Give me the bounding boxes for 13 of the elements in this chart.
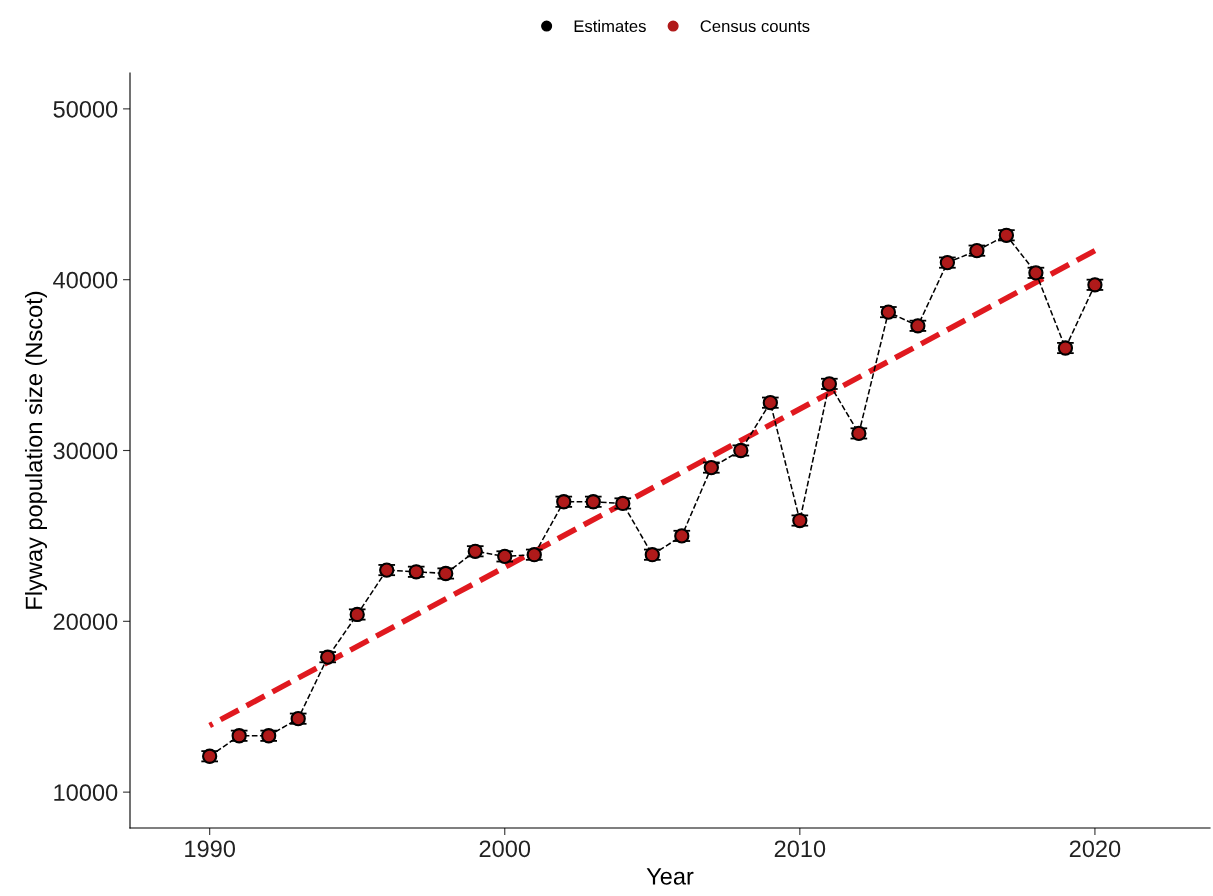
x-tick-label: 2020 — [1069, 840, 1121, 858]
legend-label: Estimates — [574, 19, 646, 33]
y-tick-label: 30000 — [53, 442, 118, 460]
x-tick-label: 1990 — [185, 840, 236, 858]
y-tick-label: 50000 — [53, 100, 118, 118]
y-axis-title: Flyway population size (Nscot) — [24, 291, 47, 609]
x-tick-label: 2010 — [774, 840, 826, 858]
x-tick-label: 2000 — [479, 840, 531, 858]
x-axis-title: Year — [646, 868, 694, 885]
y-tick-label: 40000 — [53, 271, 118, 289]
legend-label: Census counts — [700, 20, 810, 33]
y-tick-label: 10000 — [54, 784, 118, 801]
y-tick-label: 20000 — [53, 613, 118, 631]
